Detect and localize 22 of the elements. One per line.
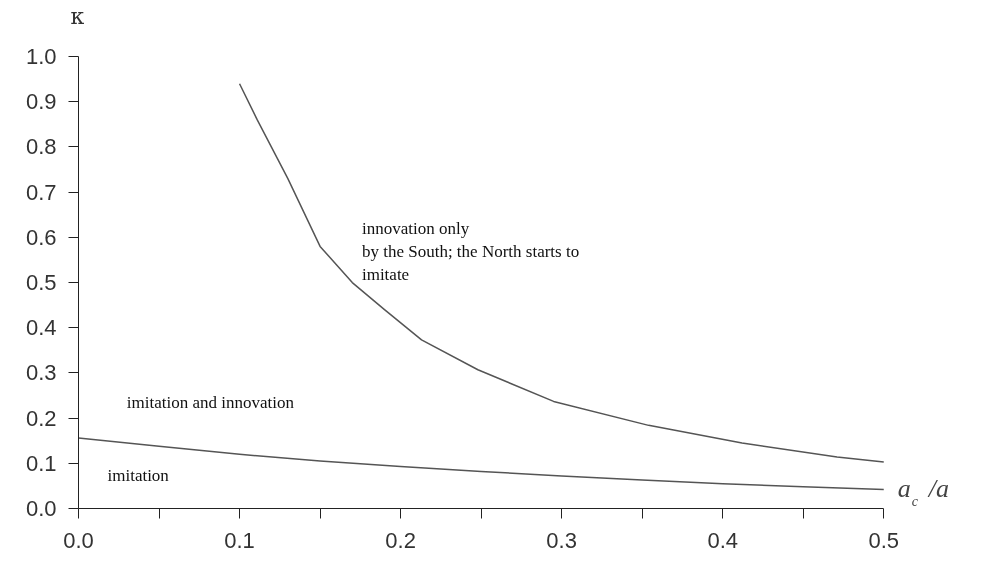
y-tick-label: 0.7 [25, 179, 57, 205]
y-tick-label: 1.0 [25, 44, 57, 70]
line-series [78, 437, 885, 491]
x-tick-label: 0.0 [63, 527, 94, 553]
y-tick-label: 0.0 [25, 496, 57, 521]
y-tick-label: 0.9 [25, 89, 57, 115]
annotation: imitation [107, 465, 170, 485]
annotation: imitation and innovation [126, 393, 295, 413]
y-tick-label: 0.5 [25, 270, 57, 296]
y-tick-label: 0.1 [25, 450, 57, 476]
y-tick-label: 0.4 [25, 315, 57, 341]
annotation: innovation only by the South; the North starts to imitate [361, 219, 580, 284]
y-tick-label: 0.3 [25, 360, 57, 386]
y-axis-title: κ [70, 3, 85, 29]
y-tick-label: 0.2 [25, 405, 57, 431]
x-tick-label: 0.4 [707, 527, 739, 553]
x-tick-label: 0.3 [546, 527, 577, 553]
x-tick-label: 0.5 [868, 527, 900, 553]
y-tick-label: 0.6 [25, 224, 57, 250]
x-tick-label: 0.1 [224, 527, 255, 553]
y-tick-label: 0.8 [25, 134, 57, 160]
x-tick-label: 0.2 [385, 527, 416, 553]
